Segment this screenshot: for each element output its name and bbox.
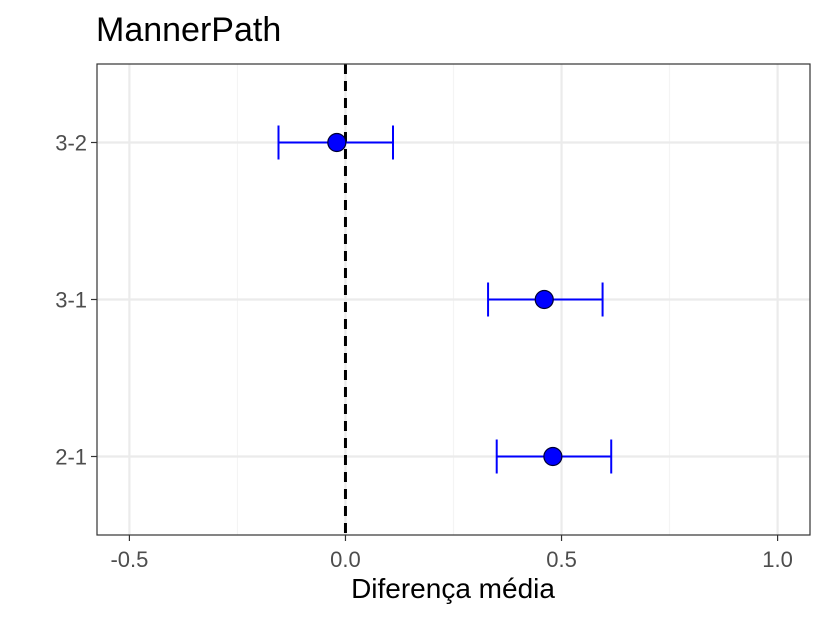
x-axis: -0.5 0.0 0.5 1.0 xyxy=(110,535,793,572)
y-tick-label: 3-2 xyxy=(55,131,87,156)
y-axis: 3-2 3-1 2-1 xyxy=(55,131,97,470)
chart-title: MannerPath xyxy=(96,11,281,49)
y-tick-label: 2-1 xyxy=(55,445,87,470)
y-tick-label: 3-1 xyxy=(55,288,87,313)
x-tick-label: -0.5 xyxy=(110,547,148,572)
point-3-1 xyxy=(534,289,554,310)
x-tick-label: 0.5 xyxy=(546,547,577,572)
point-2-1 xyxy=(543,446,563,467)
data-marks xyxy=(277,125,613,474)
x-tick-label: 1.0 xyxy=(762,547,793,572)
grid-lines xyxy=(97,64,810,535)
x-tick-label: 0.0 xyxy=(330,547,361,572)
point-3-2 xyxy=(327,132,347,153)
x-axis-title: Diferença média xyxy=(351,573,555,604)
